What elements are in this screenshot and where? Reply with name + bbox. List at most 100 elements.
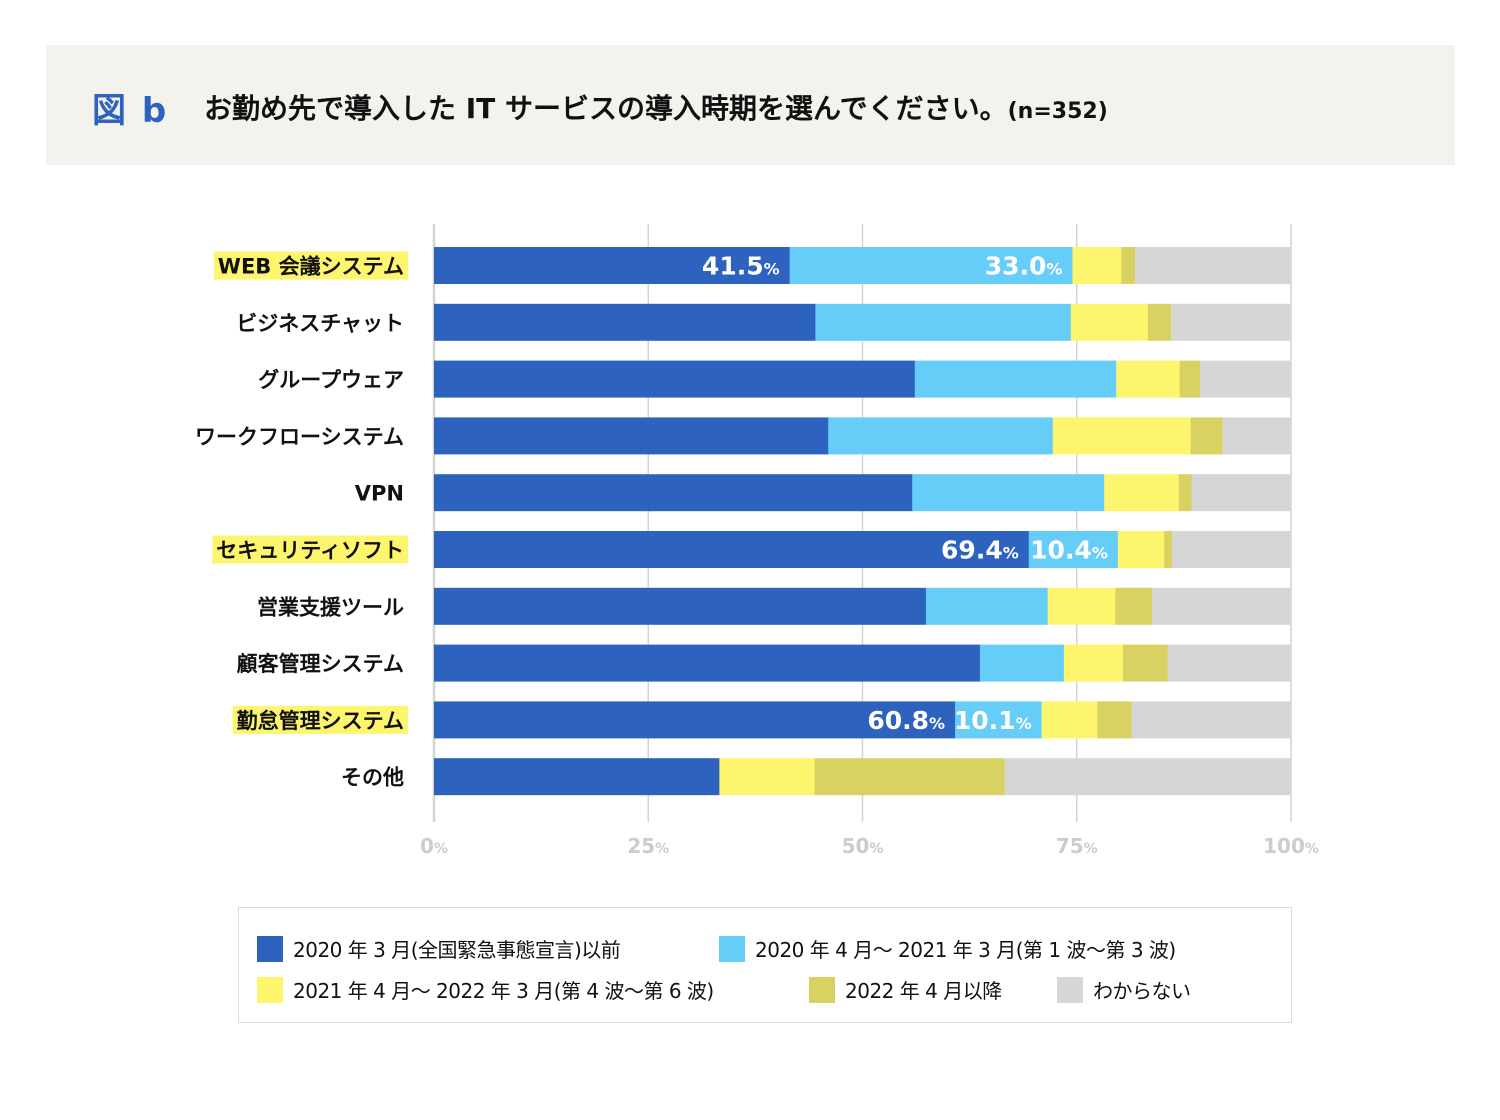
- category-label-text: WEB 会議システム: [218, 255, 404, 279]
- legend: 2020 年 3 月(全国緊急事態宣言)以前 2020 年 4 月〜 2021 …: [238, 907, 1292, 1023]
- bar-segment: [1200, 360, 1292, 398]
- category-highlight: [232, 705, 408, 734]
- category-label-text: グループウェア: [258, 368, 404, 392]
- bar-segment: [434, 417, 829, 455]
- legend-swatch: [257, 976, 283, 1003]
- title-banner: 図 b お勤め先で導入した IT サービスの導入時期を選んでください。(n=35…: [46, 45, 1455, 165]
- legend-label: わからない: [1093, 979, 1191, 1003]
- chart-title: お勤め先で導入した IT サービスの導入時期を選んでください。(n=352): [204, 87, 1108, 127]
- legend-swatch: [719, 935, 745, 962]
- data-label: 41.5%: [702, 252, 780, 281]
- legend-item-post-2022-04: 2022 年 4 月以降: [809, 975, 1002, 1004]
- bar-segment: [1171, 303, 1292, 341]
- sample-size: (n=352): [1007, 99, 1108, 124]
- bar-segment: [434, 360, 916, 398]
- bar-segment: [912, 474, 1105, 512]
- category-label-text: 営業支援ツール: [257, 595, 404, 619]
- data-label: 10.4%: [1030, 536, 1108, 565]
- bar-segment: [1222, 417, 1292, 455]
- bars: [434, 247, 1292, 796]
- bar-segment: [434, 474, 913, 512]
- category-label: その他: [341, 766, 404, 790]
- category-label: 顧客管理システム: [237, 652, 404, 676]
- bar-segment: [1164, 531, 1173, 568]
- legend-swatch: [809, 976, 835, 1003]
- x-tick-label: 100%: [1263, 834, 1319, 858]
- legend-label: 2021 年 4 月〜 2022 年 3 月(第 4 波〜第 6 波): [293, 979, 714, 1003]
- bar-segment: [1135, 247, 1292, 284]
- bar-segment: [828, 417, 1054, 455]
- bar-segment: [1117, 531, 1165, 568]
- bar-segment: [1167, 644, 1292, 682]
- category-label: WEB 会議システム: [213, 251, 408, 280]
- bar-segment: [1072, 247, 1122, 284]
- legend-swatch: [257, 935, 283, 962]
- category-label-text: ワークフローシステム: [195, 425, 404, 449]
- x-tick-label: 75%: [1056, 834, 1098, 858]
- bar-segment: [1171, 531, 1292, 568]
- bar-segment: [1152, 587, 1292, 625]
- data-labels: 41.5% 33.0% 69.4% 10.4% 60.8% 10.1%: [702, 252, 1108, 735]
- bar-segment: [1123, 644, 1169, 682]
- bar-segment: [434, 587, 927, 625]
- bar-segment: [1147, 303, 1172, 341]
- bar-segment: [1131, 701, 1292, 739]
- legend-swatch: [1057, 976, 1083, 1003]
- bar-segment: [1121, 247, 1136, 284]
- legend-item-pre-2020-03: 2020 年 3 月(全国緊急事態宣言)以前: [257, 934, 621, 963]
- legend-label: 2020 年 3 月(全国緊急事態宣言)以前: [293, 938, 621, 962]
- bar-segment: [1028, 531, 1119, 568]
- bar-segment: [434, 303, 816, 341]
- x-tick-labels: 0% 25% 50% 75% 100%: [420, 834, 1319, 858]
- legend-label: 2020 年 4 月〜 2021 年 3 月(第 1 波〜第 3 波): [755, 938, 1176, 962]
- chart-title-text: お勤め先で導入した IT サービスの導入時期を選んでください。: [204, 92, 1008, 125]
- legend-item-unknown: わからない: [1057, 975, 1191, 1004]
- category-label: 勤怠管理システム: [232, 705, 408, 734]
- bar-segment: [434, 701, 956, 739]
- bar-segment: [1063, 644, 1124, 682]
- bar-segment: [1179, 360, 1201, 398]
- bar-segment: [1178, 474, 1193, 512]
- category-label-text: セキュリティソフト: [216, 539, 404, 563]
- bar-segment: [925, 587, 1049, 625]
- bar-segment: [434, 531, 1030, 568]
- figure-label: 図 b: [92, 91, 169, 131]
- bar-segment: [1052, 417, 1192, 455]
- bar-segment: [914, 360, 1117, 398]
- category-label-text: VPN: [355, 482, 404, 506]
- legend-label: 2022 年 4 月以降: [845, 979, 1002, 1003]
- bar-segment: [1097, 701, 1133, 739]
- category-label-text: 顧客管理システム: [237, 652, 404, 676]
- bar-segment: [814, 758, 1006, 796]
- legend-item-2020-04-to-2021-03: 2020 年 4 月〜 2021 年 3 月(第 1 波〜第 3 波): [719, 934, 1176, 963]
- bar-segment: [1115, 587, 1153, 625]
- bar-segment: [1116, 360, 1181, 398]
- x-tick-label: 0%: [420, 834, 448, 858]
- category-label-text: ビジネスチャット: [236, 311, 404, 335]
- bar-segment: [1104, 474, 1180, 512]
- data-label: 33.0%: [985, 252, 1063, 281]
- bar-segment: [1004, 758, 1291, 796]
- legend-item-2021-04-to-2022-03: 2021 年 4 月〜 2022 年 3 月(第 4 波〜第 6 波): [257, 975, 714, 1004]
- category-label: VPN: [355, 482, 404, 506]
- category-label-text: その他: [341, 766, 404, 790]
- bar-segment: [434, 644, 981, 682]
- category-label: グループウェア: [258, 368, 404, 392]
- category-highlight: [212, 535, 408, 564]
- category-label: ワークフローシステム: [195, 425, 404, 449]
- bar-segment: [434, 247, 791, 284]
- bar-segment: [815, 303, 1072, 341]
- category-label: ビジネスチャット: [236, 311, 404, 335]
- bar-segment: [1041, 701, 1098, 739]
- bar-segment: [1190, 417, 1223, 455]
- bar-segment: [789, 247, 1073, 284]
- data-label: 69.4%: [941, 536, 1019, 565]
- bar-segment: [1070, 303, 1149, 341]
- data-label: 60.8%: [867, 706, 945, 735]
- bar-segment: [979, 644, 1065, 682]
- bar-segment: [1047, 587, 1116, 625]
- category-label-text: 勤怠管理システム: [237, 709, 404, 733]
- bar-segment: [719, 758, 816, 796]
